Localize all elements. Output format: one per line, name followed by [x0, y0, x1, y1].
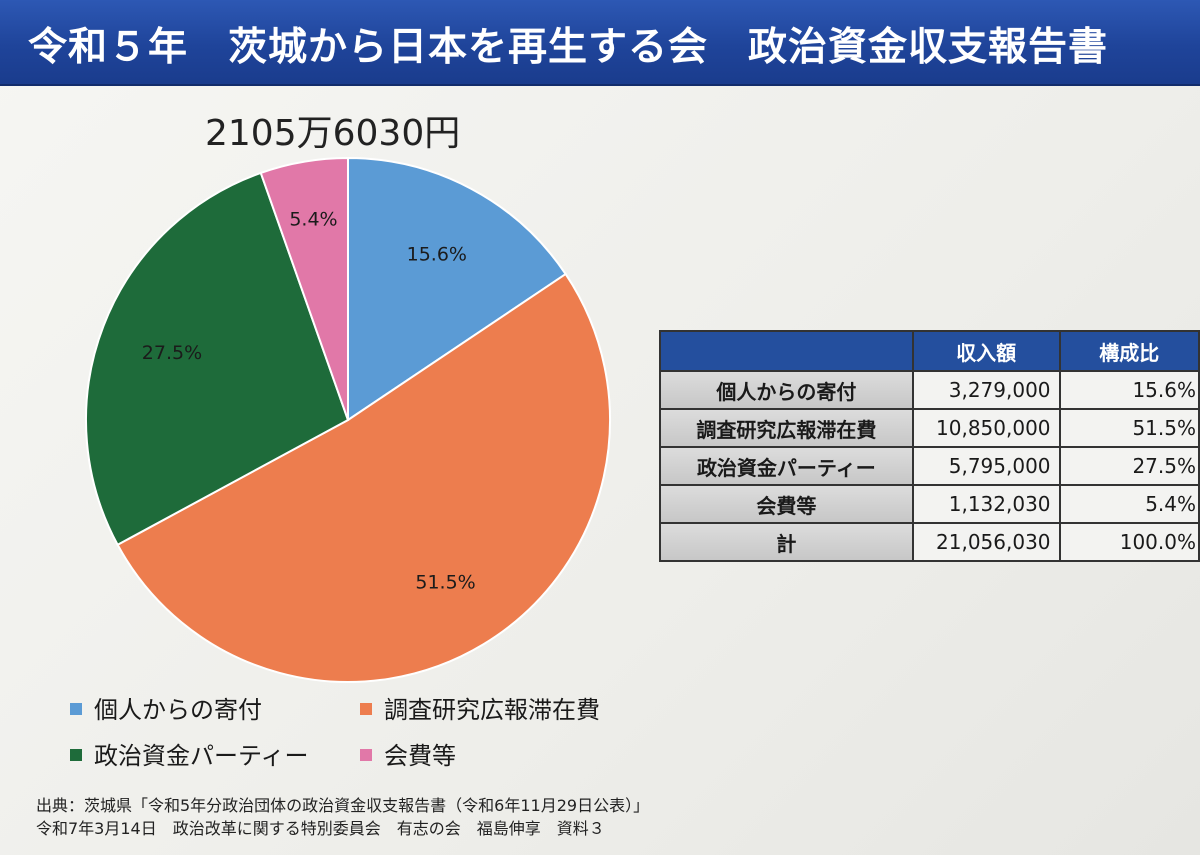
table-row: 調査研究広報滞在費 10,850,000 51.5% [659, 408, 1200, 448]
row-label: 政治資金パーティー [659, 446, 914, 486]
slice-kojin [347, 156, 568, 422]
source-line-1: 出典：茨城県「令和5年分政治団体の政治資金収支報告書（令和6年11月29日公表）… [36, 796, 650, 815]
legend-label: 会費等 [384, 742, 456, 770]
row-label: 計 [659, 522, 914, 562]
slice-chousa [116, 272, 611, 684]
legend-label: 政治資金パーティー [94, 742, 309, 770]
table-row-total: 計 21,056,030 100.0% [659, 522, 1200, 562]
legend-item-kaihi: 会費等 [360, 736, 456, 771]
legend-item-kojin: 個人からの寄付 [70, 690, 262, 725]
table-header-blank [659, 330, 914, 372]
table-row: 政治資金パーティー 5,795,000 27.5% [659, 446, 1200, 486]
table-header-amount: 収入額 [911, 330, 1061, 372]
row-label: 調査研究広報滞在費 [659, 408, 914, 448]
legend-item-party: 政治資金パーティー [70, 736, 309, 771]
row-label: 個人からの寄付 [659, 370, 914, 410]
row-amount: 1,132,030 [911, 484, 1061, 524]
row-ratio: 5.4% [1058, 484, 1200, 524]
legend-label: 調査研究広報滞在費 [384, 696, 600, 724]
row-ratio: 51.5% [1058, 408, 1200, 448]
source-line-2: 令和7年3月14日 政治改革に関する特別委員会 有志の会 福島伸享 資料３ [36, 819, 605, 838]
income-table: 収入額 構成比 個人からの寄付 3,279,000 15.6% 調査研究広報滞在… [659, 330, 1200, 562]
slice-label: 5.4% [289, 209, 337, 231]
slice-label: 27.5% [142, 342, 202, 364]
total-amount: 2105万6030円 [205, 113, 461, 154]
row-amount: 5,795,000 [911, 446, 1061, 486]
table-header-ratio: 構成比 [1058, 330, 1200, 372]
slice-kaihi [259, 156, 349, 421]
legend-swatch-orange [360, 703, 372, 715]
page-title: 令和５年 茨城から日本を再生する会 政治資金収支報告書 [28, 25, 1109, 70]
row-amount: 10,850,000 [911, 408, 1061, 448]
row-ratio: 15.6% [1058, 370, 1200, 410]
slice-label: 15.6% [407, 244, 467, 266]
title-bar: 令和５年 茨城から日本を再生する会 政治資金収支報告書 [0, 0, 1200, 86]
row-amount: 21,056,030 [911, 522, 1061, 562]
table-row: 個人からの寄付 3,279,000 15.6% [659, 370, 1200, 410]
table-row: 会費等 1,132,030 5.4% [659, 484, 1200, 524]
row-ratio: 27.5% [1058, 446, 1200, 486]
row-label: 会費等 [659, 484, 914, 524]
row-ratio: 100.0% [1058, 522, 1200, 562]
legend-swatch-pink [360, 749, 372, 761]
row-amount: 3,279,000 [911, 370, 1061, 410]
legend-label: 個人からの寄付 [94, 696, 262, 724]
table-header-row: 収入額 構成比 [659, 330, 1200, 372]
legend-swatch-green [70, 749, 82, 761]
slice-label: 51.5% [415, 571, 475, 593]
legend-item-chousa: 調査研究広報滞在費 [360, 690, 600, 725]
legend-swatch-blue [70, 703, 82, 715]
slice-party [85, 171, 350, 547]
